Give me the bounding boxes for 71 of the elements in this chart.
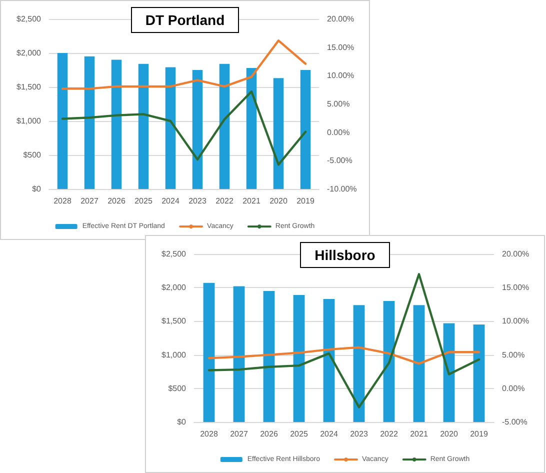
x-tick-label: 2025 bbox=[290, 430, 308, 438]
x-tick-label: 2022 bbox=[380, 430, 398, 438]
x-tick-label: 2027 bbox=[80, 196, 99, 206]
y2-tick-label: 20.00% bbox=[327, 14, 354, 24]
bar bbox=[353, 305, 365, 422]
y-tick-label: $500 bbox=[168, 384, 187, 393]
x-tick-label: 2020 bbox=[440, 430, 458, 438]
line-series bbox=[61, 39, 307, 90]
line-series bbox=[208, 273, 480, 408]
bar bbox=[203, 282, 215, 422]
chart-title: DT Portland bbox=[145, 12, 225, 28]
x-tick-label: 2026 bbox=[108, 196, 126, 206]
x-tick-label: 2022 bbox=[216, 196, 234, 206]
bar bbox=[273, 78, 284, 189]
y2-tick-label: 15.00% bbox=[327, 42, 354, 52]
y-tick-label: $1,000 bbox=[162, 350, 187, 360]
x-tick-label: 2020 bbox=[270, 196, 288, 206]
y2-tick-label: -5.00% bbox=[502, 418, 528, 426]
y2-tick-label: -5.00% bbox=[327, 156, 352, 166]
bar bbox=[263, 290, 275, 422]
x-tick-label: 2023 bbox=[188, 196, 207, 206]
bar bbox=[383, 301, 395, 422]
x-tick-label: 2021 bbox=[242, 196, 261, 206]
y2-tick-label: -10.00% bbox=[327, 184, 357, 194]
y2-tick-label: 10.00% bbox=[502, 316, 530, 326]
x-tick-label: 2028 bbox=[200, 430, 218, 438]
y-tick-label: $1,500 bbox=[16, 82, 42, 92]
bar bbox=[293, 294, 305, 422]
y2-tick-label: 10.00% bbox=[327, 71, 354, 80]
line-series bbox=[208, 346, 480, 365]
bar bbox=[57, 53, 68, 189]
y-tick-label: $2,000 bbox=[162, 283, 187, 292]
bar bbox=[138, 64, 149, 189]
x-tick-label: 2024 bbox=[162, 196, 180, 206]
bar bbox=[165, 67, 176, 189]
y-tick-label: $0 bbox=[177, 418, 187, 426]
chart-title: Hillsboro bbox=[314, 247, 376, 263]
bar bbox=[443, 323, 455, 422]
line-series bbox=[61, 90, 307, 166]
bar bbox=[473, 324, 485, 422]
bar bbox=[246, 68, 257, 189]
y-tick-label: $2,500 bbox=[16, 14, 42, 24]
x-tick-label: 2023 bbox=[350, 430, 368, 438]
y-tick-label: $500 bbox=[23, 150, 42, 160]
x-tick-label: 2019 bbox=[470, 430, 488, 438]
bar bbox=[219, 64, 230, 189]
y2-tick-label: 15.00% bbox=[502, 283, 530, 292]
bar bbox=[192, 70, 203, 189]
x-tick-label: 2021 bbox=[410, 430, 428, 438]
y2-tick-label: 0.00% bbox=[502, 384, 525, 393]
bar bbox=[233, 286, 245, 422]
x-tick-label: 2026 bbox=[260, 430, 278, 438]
y2-tick-label: 5.00% bbox=[502, 350, 525, 360]
bar bbox=[323, 299, 335, 422]
bar bbox=[111, 60, 122, 189]
y2-tick-label: 20.00% bbox=[502, 250, 530, 258]
x-tick-label: 2025 bbox=[134, 196, 153, 206]
x-tick-label: 2019 bbox=[296, 196, 315, 206]
bar bbox=[84, 56, 95, 189]
y-tick-label: $2,500 bbox=[162, 250, 187, 258]
bar bbox=[300, 70, 311, 189]
y-tick-label: $1,500 bbox=[162, 316, 187, 326]
x-tick-label: 2027 bbox=[230, 430, 248, 438]
y2-tick-label: 5.00% bbox=[327, 100, 350, 108]
y-tick-label: $0 bbox=[32, 184, 42, 194]
x-tick-label: 2024 bbox=[320, 430, 338, 438]
x-tick-label: 2028 bbox=[54, 196, 72, 206]
y2-tick-label: 0.00% bbox=[327, 128, 350, 137]
y-tick-label: $2,000 bbox=[16, 48, 42, 58]
y-tick-label: $1,000 bbox=[16, 116, 42, 126]
bar bbox=[413, 305, 425, 422]
